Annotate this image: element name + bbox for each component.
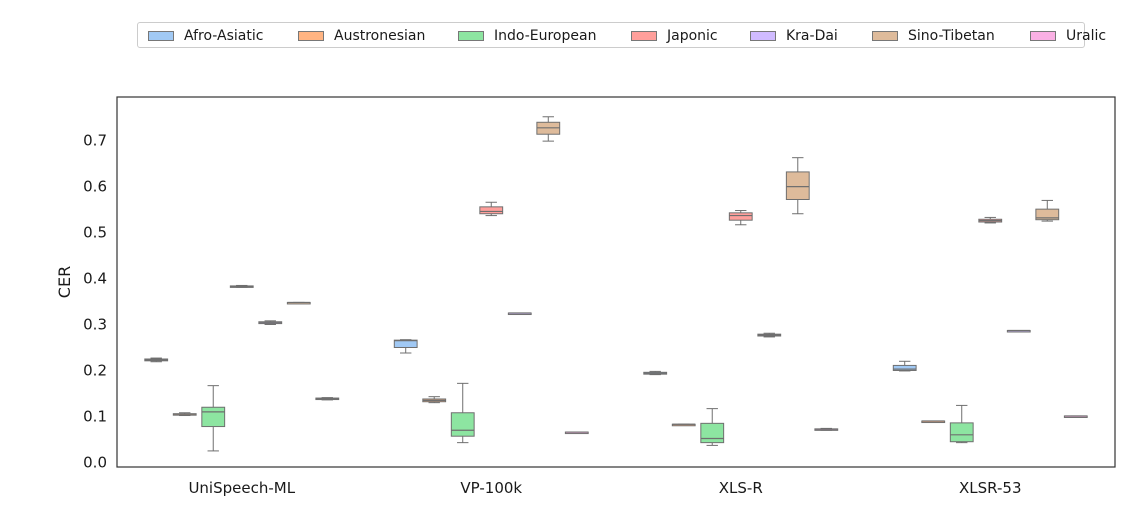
legend-item-sino-tibetan: Sino-Tibetan [872,26,995,46]
box-uralic-2 [564,431,589,435]
legend-label-sino-tibetan: Sino-Tibetan [908,28,995,44]
boxes [144,116,1088,452]
box-body [785,171,810,200]
legend-swatch-kra-dai [750,31,776,41]
box-austronesian-3 [671,423,696,427]
legend-label-austronesian: Austronesian [334,28,426,44]
box-sino-tibetan-1 [286,301,311,305]
legend: Afro-Asiatic Austronesian Indo-European … [137,22,1106,48]
y-tick-label: 0.1 [83,407,107,425]
box-afro-asiatic-3 [643,370,668,376]
legend-label-japonic: Japonic [667,28,718,44]
box-austronesian-2 [422,396,447,404]
plot-frame [116,96,1116,468]
box-japonic-4 [978,216,1003,224]
y-axis-label: CER [55,266,74,298]
box-body [393,339,418,348]
box-japonic-1 [229,284,254,288]
box-afro-asiatic-4 [892,360,917,372]
box-uralic-3 [814,427,839,431]
box-uralic-4 [1063,415,1088,418]
legend-label-afro-asiatic: Afro-Asiatic [184,28,264,44]
box-austronesian-1 [172,412,197,417]
legend-swatch-sino-tibetan [872,31,898,41]
box-sino-tibetan-2 [536,116,561,142]
legend-label-kra-dai: Kra-Dai [786,28,838,44]
y-tick-label: 0.7 [83,132,107,150]
box-japonic-2 [479,201,504,217]
box-indo-european-3 [700,408,725,446]
box-kra-dai-3 [757,332,782,338]
box-kra-dai-4 [1006,329,1031,333]
box-sino-tibetan-4 [1035,199,1060,222]
y-tick-label: 0.6 [83,178,107,196]
y-tick-label: 0.0 [83,453,107,471]
x-axis: UniSpeech-ML VP-100k XLS-R XLSR-53 [188,479,1021,497]
x-tick-label: XLSR-53 [959,479,1021,497]
y-tick-label: 0.3 [83,316,107,334]
y-tick-label: 0.5 [83,224,107,242]
legend-item-austronesian: Austronesian [298,26,425,46]
box-body [450,412,475,437]
box-body [700,422,725,444]
legend-item-uralic: Uralic [1030,26,1106,46]
box-austronesian-4 [921,420,946,424]
x-tick-label: XLS-R [719,479,763,497]
box-body [201,406,226,428]
box-kra-dai-2 [507,312,532,316]
box-indo-european-4 [949,404,974,444]
box-uralic-1 [315,397,340,401]
y-tick-label: 0.4 [83,270,107,288]
box-body [949,422,974,443]
legend-label-uralic: Uralic [1066,28,1107,44]
box-sino-tibetan-3 [785,157,810,215]
box-afro-asiatic-1 [144,357,169,363]
box-body [728,212,753,221]
box-body [479,206,504,215]
legend-swatch-uralic [1030,31,1056,41]
box-japonic-3 [728,210,753,226]
legend-swatch-indo-european [458,31,484,41]
legend-item-afro-asiatic: Afro-Asiatic [148,26,263,46]
legend-label-indo-european: Indo-European [494,28,597,44]
legend-item-indo-european: Indo-European [458,26,596,46]
box-indo-european-1 [201,385,226,452]
legend-item-kra-dai: Kra-Dai [750,26,838,46]
box-kra-dai-1 [258,320,283,326]
legend-item-japonic: Japonic [631,26,718,46]
y-tick-label: 0.2 [83,361,107,379]
legend-swatch-japonic [631,31,657,41]
x-tick-label: VP-100k [460,479,522,497]
box-indo-european-2 [450,382,475,444]
legend-swatch-afro-asiatic [148,31,174,41]
x-tick-label: UniSpeech-ML [188,479,295,497]
legend-swatch-austronesian [298,31,324,41]
box-body [892,364,917,371]
box-afro-asiatic-2 [393,339,418,354]
y-axis: 0.0 0.1 0.2 0.3 0.4 0.5 0.6 0.7 [83,132,107,472]
box-body [1035,208,1060,221]
